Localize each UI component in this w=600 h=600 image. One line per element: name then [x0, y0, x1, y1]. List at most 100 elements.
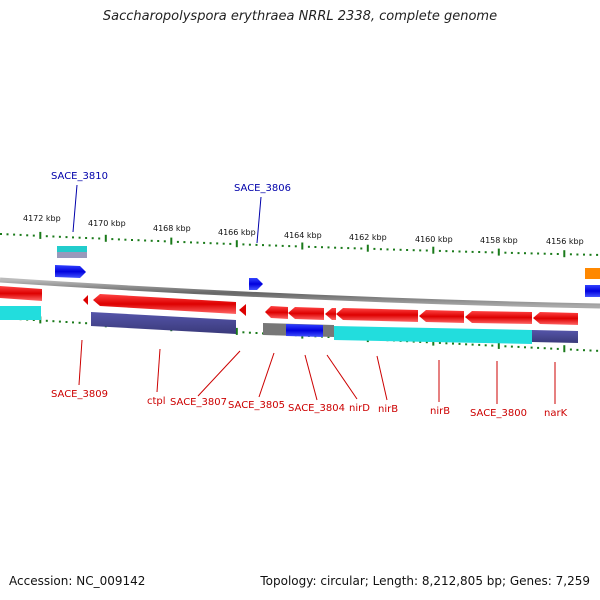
gene-label-reverse: narK [544, 408, 568, 419]
scale-tick [91, 237, 94, 240]
scale-tick [432, 246, 435, 254]
scale-tick [209, 242, 212, 245]
scale-tick [563, 345, 566, 353]
tick-label: 4170 kbp [88, 219, 126, 228]
label-leaders [72, 184, 556, 404]
scale-tick [491, 344, 494, 347]
scale-tick [425, 341, 428, 344]
cog-bar-ctpl [91, 312, 236, 334]
scale-tick [314, 246, 317, 248]
scale-tick [576, 348, 579, 351]
scale-tick [0, 233, 2, 235]
reverse-features [0, 286, 578, 344]
gene-arrow-ctpl [93, 294, 236, 314]
scale-tick [589, 349, 592, 352]
scale-tick [445, 342, 448, 345]
scale-tick [131, 239, 133, 241]
scale-tick [288, 245, 291, 248]
scale-tick [537, 346, 540, 349]
scale-tick [248, 331, 251, 334]
scale-tick [294, 245, 297, 248]
tick-label: 4168 kbp [153, 224, 191, 233]
scale-tick [458, 250, 461, 253]
scale-tick [589, 253, 592, 256]
scale-tick [340, 246, 343, 249]
scale-tick [229, 242, 232, 245]
scale-tick [596, 253, 599, 256]
scale-tick [183, 241, 186, 244]
scale-tick [235, 327, 238, 335]
scale-tick [281, 244, 284, 247]
scale-tick [144, 239, 147, 242]
gene-arrow-sace3809 [83, 295, 88, 305]
gene-arrow-edge [585, 285, 600, 297]
scale-tick [32, 234, 35, 237]
gene-label-reverse: SACE_3804 [288, 403, 345, 414]
scale-tick [569, 253, 572, 256]
scale-tick [334, 246, 337, 249]
scale-tick [268, 244, 271, 247]
scale-tick [196, 241, 199, 244]
scale-tick [458, 342, 461, 345]
scale-tick [406, 249, 409, 251]
scale-tick [412, 249, 415, 252]
scale-tick [419, 340, 422, 343]
scale-tick [347, 247, 350, 250]
scale-tick [124, 238, 127, 241]
scale-tick [275, 244, 278, 247]
gene-label-reverse: SACE_3807 [170, 397, 227, 408]
scale-tick [78, 236, 81, 239]
page-title: Saccharopolyspora erythraea NRRL 2338, c… [102, 9, 498, 24]
scale-tick [583, 253, 585, 256]
scale-tick [478, 251, 481, 253]
gene-label-forward: SACE_3810 [51, 171, 108, 182]
gene-arrow-sace3807 [239, 304, 246, 316]
scale-tick [58, 235, 61, 238]
scale-tick [72, 321, 74, 324]
gene-label-reverse: nirD [349, 403, 370, 414]
backbone-outer [0, 277, 600, 309]
gene-arrow-sace3806 [249, 278, 263, 290]
scale-tick [452, 250, 454, 253]
scale-tick [301, 242, 304, 250]
scale-tick [524, 346, 526, 349]
scale-tick [26, 234, 29, 237]
scale-tick [190, 241, 192, 244]
scale-tick [510, 251, 513, 254]
scale-tick [255, 332, 258, 334]
rna-feature [57, 246, 87, 252]
scale-tick [45, 235, 48, 238]
scale-tick [137, 239, 140, 242]
scale-tick [478, 343, 481, 346]
scale-tick [203, 241, 206, 244]
topology-summary: Topology: circular; Length: 8,212,805 bp… [260, 574, 590, 588]
rna-feature-left [0, 306, 41, 320]
scale-tick [360, 247, 363, 250]
scale-tick [583, 349, 585, 352]
scale-tick [471, 250, 474, 253]
scale-tick [6, 233, 9, 236]
scale-tick [379, 248, 382, 251]
scale-tick [163, 240, 166, 243]
scale-tick [465, 343, 468, 346]
gene-arrow-nark [533, 312, 578, 325]
scale-tick [150, 239, 153, 242]
scale-tick [510, 345, 513, 348]
scale-tick [445, 250, 448, 253]
scale-tick [13, 233, 16, 236]
scale-tick [484, 251, 487, 254]
scale-tick [497, 341, 500, 349]
scale-tick [242, 331, 245, 334]
scale-tick [491, 251, 494, 254]
gene-label-reverse: nirB [378, 404, 398, 415]
forward-features [55, 246, 600, 297]
scale-tick [504, 251, 507, 254]
other-feature [585, 268, 600, 279]
gene-bar-blue [286, 324, 323, 337]
gene-label-reverse: SACE_3809 [51, 389, 108, 400]
scale-tick [399, 248, 402, 251]
scale-tick [117, 238, 120, 241]
scale-tick [353, 247, 356, 250]
scale-tick [537, 252, 540, 255]
scale-tick [517, 252, 520, 255]
